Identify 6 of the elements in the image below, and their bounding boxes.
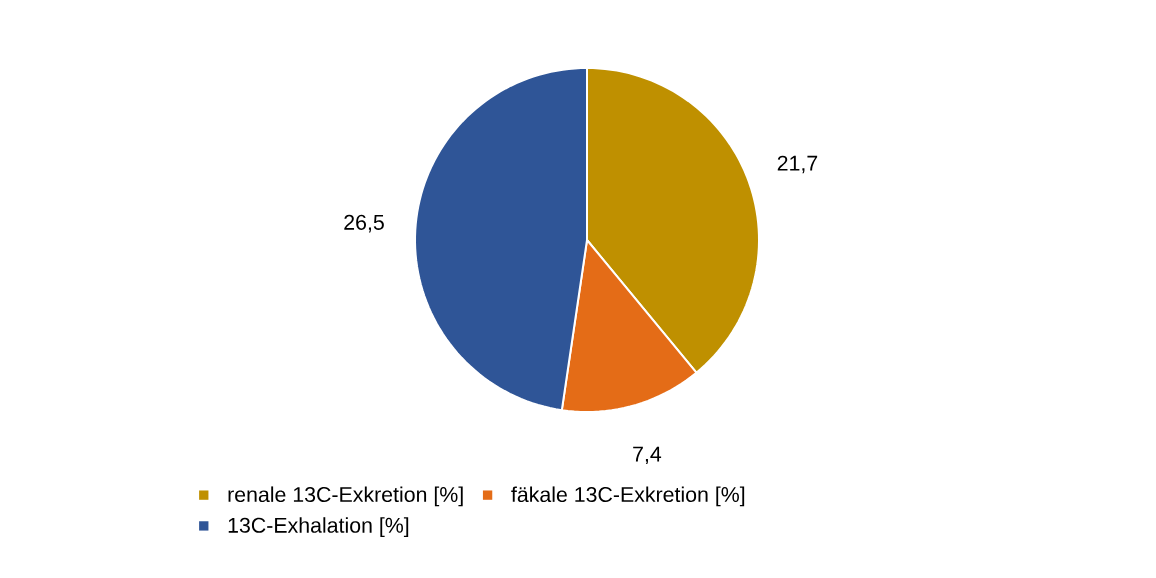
data-label: 7,4: [633, 446, 662, 465]
legend-label: fäkale 13C-Exkretion [%]: [511, 486, 745, 507]
data-label: 21,7: [777, 155, 818, 174]
data-label: 26,5: [344, 214, 384, 233]
legend-label: renale 13C-Exkretion [%]: [228, 486, 463, 507]
legend-label: 13C-Exhalation [%]: [228, 517, 409, 538]
